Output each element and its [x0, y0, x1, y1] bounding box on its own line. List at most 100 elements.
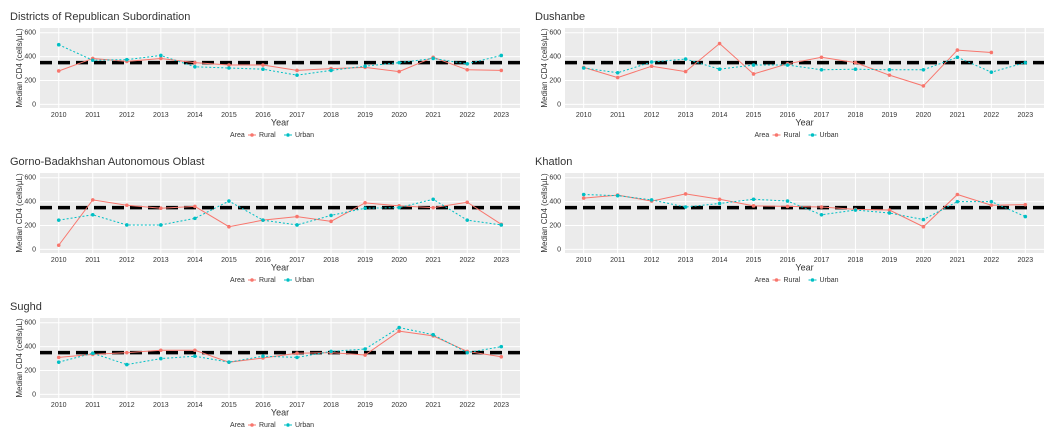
data-point [717, 41, 722, 46]
panel-title: Khatlon [535, 156, 572, 168]
data-point [887, 211, 892, 215]
y-axis-label: Median CD4 (cells/µL) [540, 28, 549, 108]
legend-label: Urban [820, 277, 839, 284]
data-point [261, 63, 265, 67]
data-point [683, 69, 688, 74]
data-point [193, 216, 197, 221]
x-tick-label: 2022 [459, 402, 475, 409]
data-point [853, 67, 858, 71]
x-tick-label: 2011 [85, 257, 100, 264]
data-point [819, 67, 824, 72]
data-point [955, 55, 960, 60]
data-point [397, 69, 401, 74]
x-tick-label: 2012 [644, 112, 660, 119]
data-point [921, 224, 926, 229]
series-line [58, 56, 502, 73]
data-point [431, 205, 435, 210]
legend-title: Area [230, 422, 245, 429]
x-tick-label: 2015 [746, 112, 762, 119]
x-tick-label: 2015 [746, 257, 762, 264]
data-point [193, 354, 197, 359]
x-tick-label: 2014 [712, 257, 728, 264]
y-tick-label: 600 [549, 175, 561, 182]
legend-label: Urban [295, 422, 314, 429]
legend-title: Area [755, 132, 770, 139]
y-tick-label: 600 [24, 30, 36, 37]
data-point [159, 348, 163, 353]
x-tick-label: 2014 [187, 257, 203, 264]
data-point [1023, 60, 1028, 65]
x-tick-label: 2022 [459, 257, 475, 264]
data-point [159, 53, 163, 58]
legend-key-point [774, 278, 779, 282]
data-point [227, 224, 231, 229]
legend-label: Rural [259, 132, 276, 139]
legend-key-point [810, 133, 815, 137]
data-point [329, 219, 333, 224]
data-point [56, 243, 61, 248]
x-tick-label: 2020 [916, 112, 932, 119]
series-line [58, 199, 502, 246]
data-point [955, 199, 960, 204]
legend-title: Area [230, 132, 245, 139]
data-point [159, 206, 163, 211]
x-tick-label: 2014 [187, 112, 203, 119]
y-tick-label: 0 [32, 101, 36, 108]
x-tick-label: 2010 [576, 257, 592, 264]
data-point [159, 356, 163, 361]
panel-title: Dushanbe [535, 11, 585, 23]
data-point [615, 70, 620, 75]
series-line [583, 56, 1026, 74]
data-point [397, 325, 401, 330]
y-tick-label: 400 [549, 199, 561, 206]
data-point [989, 70, 994, 74]
x-axis-label: Year [271, 117, 289, 127]
data-point [295, 351, 299, 356]
y-tick-label: 600 [549, 30, 561, 37]
data-point [785, 63, 790, 67]
data-point [717, 197, 722, 202]
data-point [261, 67, 265, 71]
data-point [295, 223, 299, 227]
x-tick-label: 2016 [255, 402, 271, 409]
data-point [819, 212, 824, 217]
x-tick-label: 2022 [984, 112, 1000, 119]
data-point [125, 362, 129, 367]
data-point [193, 348, 197, 353]
x-tick-label: 2013 [678, 112, 694, 119]
data-point [363, 64, 367, 69]
x-tick-label: 2015 [221, 112, 237, 119]
data-point [363, 353, 367, 357]
data-point [853, 60, 858, 65]
y-axis-label: Median CD4 (cells/µL) [15, 318, 24, 398]
data-point [227, 360, 231, 364]
x-tick-label: 2022 [984, 257, 1000, 264]
x-tick-label: 2018 [323, 112, 339, 119]
x-tick-label: 2012 [119, 257, 135, 264]
data-point [921, 67, 926, 72]
y-tick-label: 400 [549, 54, 561, 61]
data-point [499, 68, 504, 73]
data-point [363, 206, 367, 211]
x-tick-label: 2020 [391, 112, 407, 119]
x-tick-label: 2016 [255, 257, 271, 264]
y-axis-label: Median CD4 (cells/µL) [15, 28, 24, 108]
data-point [159, 223, 163, 227]
x-tick-label: 2010 [51, 112, 67, 119]
x-tick-label: 2021 [425, 402, 441, 409]
data-point [193, 204, 197, 209]
panel-title: Districts of Republican Subordination [10, 11, 190, 23]
data-point [581, 66, 586, 70]
data-point [649, 60, 654, 64]
data-point [295, 73, 299, 77]
series-line [58, 198, 502, 226]
x-tick-label: 2017 [289, 402, 305, 409]
y-axis-label: Median CD4 (cells/µL) [540, 173, 549, 253]
data-point [295, 214, 299, 219]
data-point [56, 355, 61, 360]
plot-background [565, 28, 1044, 108]
data-point [125, 203, 129, 208]
data-point [751, 204, 756, 208]
plot-background [40, 173, 520, 253]
